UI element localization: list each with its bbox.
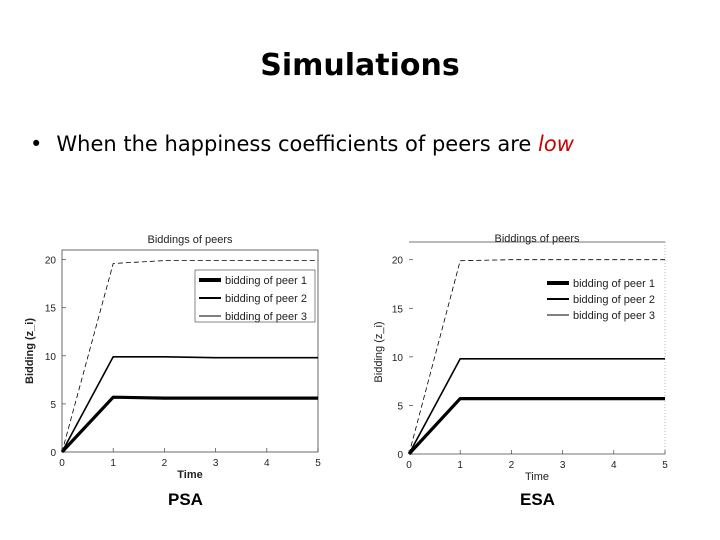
x-tick-label: 0 <box>59 458 65 469</box>
chart-title: Biddings of peers <box>148 234 233 246</box>
bullet-text: When the happiness coefficients of peers… <box>56 132 539 156</box>
x-tick-label: 3 <box>213 458 219 469</box>
legend-label: bidding of peer 2 <box>225 293 307 305</box>
y-tick-label: 15 <box>45 304 57 315</box>
x-tick-label: 2 <box>509 460 515 471</box>
y-tick-label: 20 <box>45 256 57 267</box>
x-tick-label: 3 <box>560 460 566 471</box>
chart-legend: bidding of peer 1 bidding of peer 2 biddin… <box>547 278 655 322</box>
legend-label: bidding of peer 1 <box>573 278 655 290</box>
x-tick-label: 1 <box>110 458 116 469</box>
series-line-peer-3 <box>408 259 665 455</box>
y-axis-label: Bidding (z_i) <box>24 318 36 384</box>
legend-label: bidding of peer 1 <box>225 275 307 287</box>
series-line-peer-1 <box>407 397 665 456</box>
x-tick-label: 5 <box>315 458 321 469</box>
x-tick-label: 5 <box>662 460 668 471</box>
chart-title: Biddings of peers <box>495 233 580 245</box>
chart-panel-1: Biddings of peers 0 1 2 3 4 5 0 5 10 15 20 Time Biddi… <box>24 234 321 481</box>
bullet-highlight: low <box>538 132 574 156</box>
plot-frame <box>61 249 319 453</box>
y-tick-label: 0 <box>397 450 403 461</box>
y-axis-label: Bidding (z_i) <box>373 321 385 382</box>
caption-psa: PSA <box>168 490 203 509</box>
x-tick-label: 1 <box>457 460 463 471</box>
series-line-peer-2 <box>408 357 665 455</box>
x-tick-label: 2 <box>162 458 168 469</box>
series-line-peer-2 <box>61 355 318 453</box>
x-tick-label: 4 <box>264 458 270 469</box>
bullet-point: • When the happiness coefficients of peer… <box>30 132 574 156</box>
chart-legend: bidding of peer 1 bidding of peer 2 biddin… <box>194 269 316 323</box>
y-tick-label: 5 <box>397 401 403 412</box>
chart-panel-2: Biddings of peers 0 1 2 3 4 5 0 5 10 15 20 Time Biddi… <box>373 233 668 483</box>
x-tick-label: 0 <box>406 460 412 471</box>
y-tick-label: 20 <box>392 256 404 267</box>
y-tick-label: 0 <box>50 448 56 459</box>
y-tick-label: 10 <box>392 353 404 364</box>
bullet-marker: • <box>30 132 43 156</box>
y-tick-label: 5 <box>50 400 56 411</box>
y-tick-label: 10 <box>45 352 57 363</box>
legend-label: bidding of peer 3 <box>225 311 307 323</box>
y-tick-label: 15 <box>392 304 404 315</box>
legend-label: bidding of peer 3 <box>573 310 655 322</box>
x-tick-label: 4 <box>611 460 617 471</box>
legend-label: bidding of peer 2 <box>573 294 655 306</box>
x-axis-label: Time <box>525 471 549 483</box>
series-line-peer-3 <box>61 260 318 453</box>
caption-esa: ESA <box>520 490 555 509</box>
series-line-peer-1 <box>60 395 318 454</box>
x-axis-label: Time <box>177 469 202 481</box>
slide-title: Simulations <box>260 48 460 83</box>
